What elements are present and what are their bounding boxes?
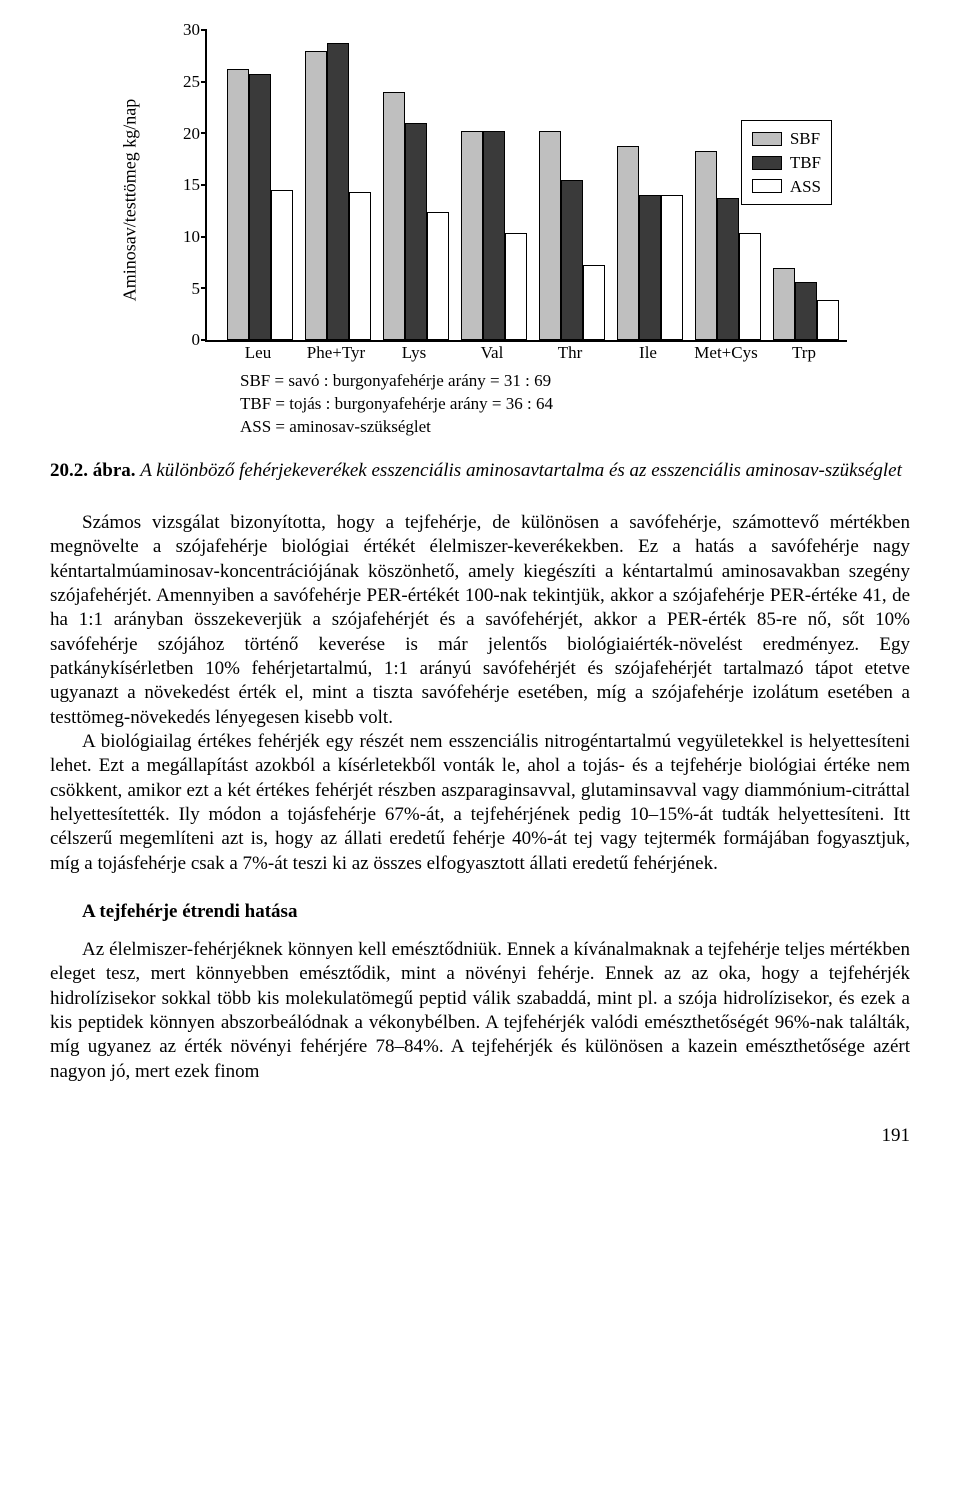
bar (739, 233, 761, 340)
bar (817, 300, 839, 340)
x-tick-label: Thr (558, 342, 583, 364)
y-tick-label: 30 (183, 19, 200, 41)
figure-caption: 20.2. ábra. A különböző fehérjekeverékek… (50, 459, 910, 483)
chart-note-line: TBF = tojás : burgonyafehérje arány = 36… (240, 393, 860, 416)
bar-group (539, 131, 605, 340)
bar (483, 131, 505, 340)
bar (639, 195, 661, 340)
paragraph-2: A biológiailag értékes fehérjék egy rész… (50, 730, 910, 876)
bar (271, 190, 293, 340)
y-tick-label: 5 (192, 277, 201, 299)
amino-acid-chart: Aminosav/testtömeg kg/nap 051015202530 S… (100, 30, 860, 439)
y-tick-label: 20 (183, 122, 200, 144)
x-tick-label: Trp (792, 342, 816, 364)
bar-group (227, 69, 293, 340)
legend-label: TBF (790, 152, 821, 174)
y-axis-ticks: 051015202530 (170, 30, 205, 340)
y-tick-label: 25 (183, 71, 200, 93)
y-tick-label: 10 (183, 226, 200, 248)
x-tick-label: Leu (245, 342, 271, 364)
bar (717, 198, 739, 340)
x-axis-labels: Leu Phe+Tyr Lys Val Thr Ile Met+Cys Trp (205, 342, 845, 370)
bar (539, 131, 561, 340)
section-heading: A tejfehérje étrendi hatása (82, 900, 910, 924)
legend-swatch (752, 132, 782, 146)
legend-label: SBF (790, 128, 820, 150)
legend-item: ASS (752, 176, 821, 198)
x-tick-label: Val (481, 342, 504, 364)
bar-group (695, 151, 761, 340)
bar-group (383, 92, 449, 340)
bar-group (305, 43, 371, 340)
bar (227, 69, 249, 340)
chart-plot-area: SBFTBFASS (205, 30, 847, 342)
chart-note-line: SBF = savó : burgonyafehérje arány = 31 … (240, 370, 860, 393)
y-tick-label: 15 (183, 174, 200, 196)
x-tick-label: Phe+Tyr (307, 342, 365, 364)
bar (561, 180, 583, 340)
bar-group (617, 146, 683, 340)
y-axis-label: Aminosav/testtömeg kg/nap (118, 99, 141, 301)
bar (349, 192, 371, 340)
bar (461, 131, 483, 340)
chart-note-line: ASS = aminosav-szükséglet (240, 416, 860, 439)
bar (773, 268, 795, 340)
bar-group (773, 268, 839, 340)
bar-group (461, 131, 527, 340)
legend-label: ASS (790, 176, 821, 198)
paragraph-3: Az élelmiszer-fehérjéknek könnyen kell e… (50, 938, 910, 1084)
bar (795, 282, 817, 340)
bar (617, 146, 639, 340)
y-tick-label: 0 (192, 329, 201, 351)
bar (249, 74, 271, 340)
legend-item: SBF (752, 128, 821, 150)
bar (305, 51, 327, 340)
bar (661, 195, 683, 340)
x-tick-label: Ile (639, 342, 657, 364)
bar (695, 151, 717, 340)
figure-title: A különböző fehérjekeverékek esszenciáli… (140, 460, 902, 481)
bar (405, 123, 427, 340)
bar (583, 265, 605, 340)
bar (383, 92, 405, 340)
bar (427, 212, 449, 340)
x-tick-label: Met+Cys (694, 342, 757, 364)
page-number: 191 (50, 1124, 910, 1148)
x-tick-label: Lys (402, 342, 427, 364)
legend-item: TBF (752, 152, 821, 174)
paragraph-1: Számos vizsgálat bizonyította, hogy a te… (50, 511, 910, 730)
chart-footnotes: SBF = savó : burgonyafehérje arány = 31 … (240, 370, 860, 439)
bar (327, 43, 349, 340)
bar (505, 233, 527, 340)
figure-number: 20.2. ábra. (50, 460, 136, 481)
